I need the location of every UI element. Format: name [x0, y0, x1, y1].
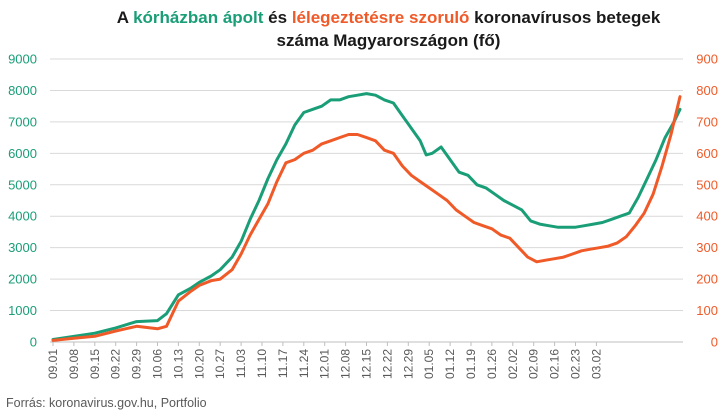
x-tick-label: 11.24 — [297, 349, 311, 378]
y-right-tick-label: 600 — [696, 146, 718, 161]
x-tick-label: 10.13 — [171, 349, 185, 379]
x-tick-label: 02.09 — [527, 349, 541, 379]
title-middle: és — [263, 8, 292, 27]
x-tick-label: 09.15 — [88, 349, 102, 379]
y-left-tick-label: 5000 — [8, 177, 37, 192]
y-left-tick-label: 8000 — [8, 83, 37, 98]
series-line-ventilated — [51, 95, 682, 342]
y-axis-left: 0 1000 2000 3000 4000 5000 6000 7000 8000 9000 — [8, 52, 37, 350]
chart-title: A kórházban ápolt és lélegeztetésre szor… — [0, 6, 725, 52]
x-tick-label: 01.19 — [464, 349, 478, 379]
x-tick-label: 02.02 — [506, 349, 520, 379]
x-tick-label: 01.05 — [422, 349, 436, 379]
title-prefix: A — [116, 8, 134, 27]
x-tick-label: 01.26 — [485, 349, 499, 379]
x-tick-label: 12.08 — [339, 349, 353, 379]
series-lines — [51, 92, 682, 342]
x-tick-label: 03.02 — [589, 349, 603, 379]
x-tick-label: 12.22 — [380, 349, 394, 379]
x-tick-label: 01.12 — [443, 349, 457, 379]
y-right-tick-label: 500 — [696, 177, 718, 192]
y-left-tick-label: 4000 — [8, 209, 37, 224]
x-tick-label: 11.03 — [234, 349, 248, 378]
y-left-tick-label: 3000 — [8, 240, 37, 255]
y-left-tick-label: 6000 — [8, 146, 37, 161]
title-line-2: száma Magyarországon (fő) — [276, 31, 501, 50]
y-right-tick-label: 800 — [696, 83, 718, 98]
x-tick-label: 09.08 — [67, 349, 81, 379]
title-suffix: koronavírusos betegek — [469, 8, 661, 27]
y-right-tick-label: 100 — [696, 303, 718, 318]
y-right-tick-label: 900 — [696, 52, 718, 67]
y-right-tick-label: 0 — [711, 335, 718, 350]
y-axis-right: 0 100 200 300 400 500 600 700 800 900 — [696, 52, 718, 350]
title-line-1: A kórházban ápolt és lélegeztetésre szor… — [52, 6, 725, 29]
gridlines — [50, 58, 683, 343]
x-axis: 09.01 09.08 09.15 09.22 09.29 10.06 10.13 10.20… — [46, 342, 603, 379]
x-tick-label: 10.27 — [213, 349, 227, 379]
title-ventilated: lélegeztetésre szoruló — [291, 8, 470, 27]
y-left-tick-label: 9000 — [8, 52, 37, 67]
x-tick-label: 11.17 — [276, 349, 290, 378]
x-tick-label: 12.15 — [360, 349, 374, 379]
x-tick-label: 09.22 — [109, 349, 123, 379]
x-tick-label: 10.06 — [151, 349, 165, 379]
y-right-tick-label: 200 — [696, 272, 718, 287]
y-left-tick-label: 7000 — [8, 114, 37, 129]
y-left-tick-label: 0 — [30, 335, 37, 350]
x-tick-label: 09.01 — [46, 349, 60, 379]
x-tick-label: 12.01 — [318, 349, 332, 379]
y-right-tick-label: 400 — [696, 209, 718, 224]
series-line-hospitalized — [51, 92, 682, 341]
title-hospitalized: kórházban ápolt — [133, 8, 264, 27]
x-tick-label: 09.29 — [130, 349, 144, 379]
x-tick-label: 02.23 — [569, 349, 583, 379]
y-right-tick-label: 700 — [696, 114, 718, 129]
y-left-tick-label: 2000 — [8, 272, 37, 287]
x-tick-label: 10.20 — [192, 349, 206, 379]
x-tick-label: 02.16 — [548, 349, 562, 379]
source-note: Forrás: koronavirus.gov.hu, Portfolio — [6, 396, 207, 410]
y-left-tick-label: 1000 — [8, 303, 37, 318]
y-right-tick-label: 300 — [696, 240, 718, 255]
x-tick-label: 12.29 — [401, 349, 415, 379]
x-tick-label: 11.10 — [255, 349, 269, 378]
